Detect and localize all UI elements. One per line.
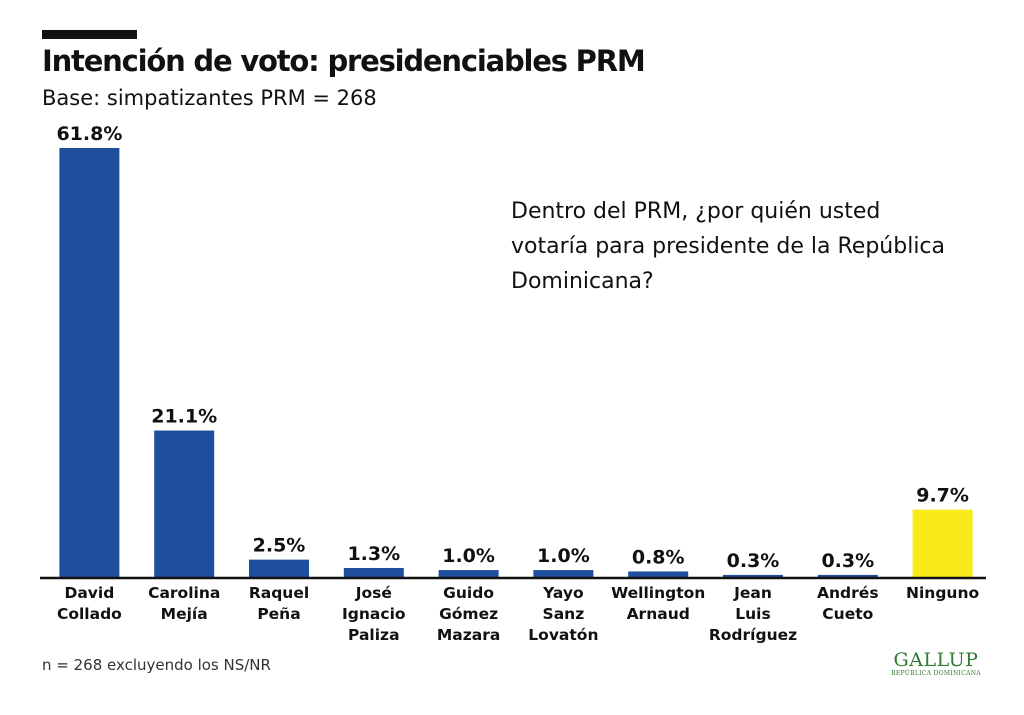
bar	[723, 574, 783, 577]
category-label: Jean Luis Rodríguez	[709, 584, 797, 644]
logo-subtitle: REPÚBLICA DOMINICANA	[891, 670, 981, 677]
gallup-logo: GALLUP REPÚBLICA DOMINICANA	[888, 650, 984, 678]
category-label: Yayo Sanz Lovatón	[528, 584, 598, 644]
category-label: Wellington Arnaud	[611, 584, 705, 623]
bar	[154, 430, 215, 577]
bar	[533, 570, 594, 577]
category-label: Guido Gómez Mazara	[437, 584, 500, 644]
category-label: David Collado	[57, 584, 122, 623]
bar	[628, 571, 689, 577]
bar-value-label: 1.0%	[537, 545, 590, 567]
bar	[912, 509, 973, 577]
category-label: Ninguno	[906, 584, 979, 602]
bar	[59, 148, 120, 577]
bar-value-label: 0.3%	[727, 550, 780, 572]
bar-value-label: 9.7%	[916, 485, 969, 507]
footnote: n = 268 excluyendo los NS/NR	[42, 656, 271, 674]
category-label: Raquel Peña	[249, 584, 309, 623]
bar-value-label: 2.5%	[253, 535, 306, 557]
bar	[249, 559, 309, 577]
bar	[817, 574, 878, 577]
bar-value-label: 1.3%	[347, 543, 400, 565]
category-label: Andrés Cueto	[817, 584, 879, 623]
bar-value-label: 0.3%	[821, 550, 874, 572]
bar-value-label: 0.8%	[632, 546, 685, 568]
bar	[438, 570, 499, 577]
category-label: José Ignacio Paliza	[342, 584, 406, 644]
chart-subtitle: Base: simpatizantes PRM = 268	[42, 86, 377, 110]
title-accent-bar	[42, 30, 137, 39]
bar-value-label: 1.0%	[442, 545, 495, 567]
bar-value-label: 21.1%	[151, 406, 217, 428]
logo-wordmark: GALLUP	[893, 649, 979, 671]
survey-question: Dentro del PRM, ¿por quién usted votaría…	[511, 199, 946, 294]
chart-title: Intención de voto: presidenciables PRM	[42, 44, 646, 78]
bar	[343, 567, 404, 577]
bar-value-label: 61.8%	[56, 123, 122, 145]
category-label: Carolina Mejía	[148, 584, 220, 623]
